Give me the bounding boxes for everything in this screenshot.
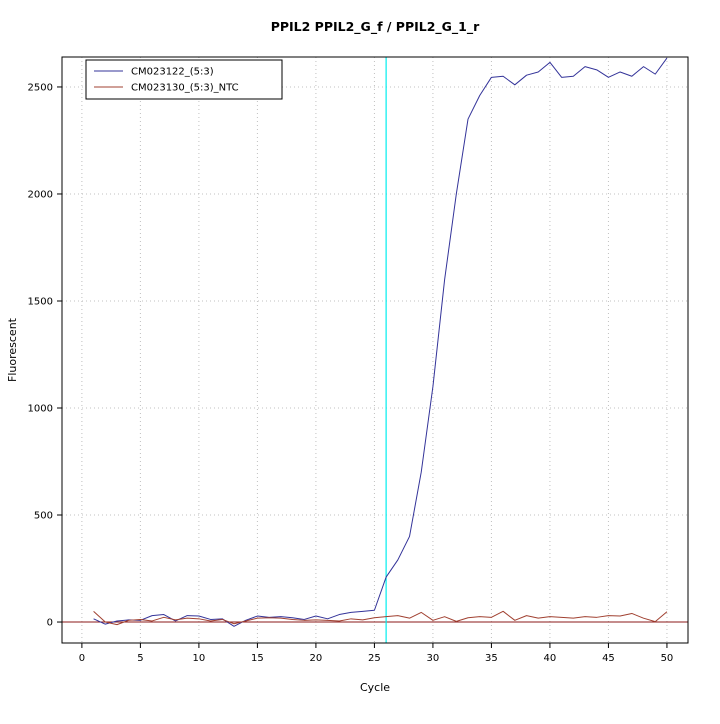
y-tick-label: 1000 (28, 404, 53, 415)
x-tick-label: 30 (427, 653, 440, 664)
x-tick-label: 40 (544, 653, 557, 664)
chart-title: PPIL2 PPIL2_G_f / PPIL2_G_1_r (271, 19, 480, 35)
legend-label-series2: CM023130_(5:3)_NTC (131, 83, 239, 94)
plot-border (61, 56, 689, 644)
x-tick-label: 20 (310, 653, 323, 664)
series-line-2 (93, 610, 668, 626)
x-tick-label: 0 (79, 653, 85, 664)
y-tick-label: 1500 (28, 296, 53, 307)
x-tick-label: 5 (137, 653, 143, 664)
y-tick-label: 2500 (28, 82, 53, 93)
legend-label-series1: CM023122_(5:3) (131, 67, 214, 78)
y-axis-label: Fluorescent (6, 317, 19, 382)
x-tick-label: 50 (661, 653, 674, 664)
x-tick-label: 25 (368, 653, 381, 664)
legend-box (85, 59, 283, 100)
y-tick-label: 2000 (28, 189, 53, 200)
x-tick-label: 45 (602, 653, 615, 664)
x-axis-label: Cycle (360, 681, 390, 694)
x-tick-label: 15 (251, 653, 264, 664)
legend: CM023122_(5:3) CM023130_(5:3)_NTC (85, 59, 283, 100)
x-tick-label: 10 (193, 653, 206, 664)
x-tick-label: 35 (485, 653, 498, 664)
y-tick-label: 500 (34, 511, 53, 522)
series-line-1 (93, 57, 668, 627)
y-tick-label: 0 (47, 618, 53, 629)
